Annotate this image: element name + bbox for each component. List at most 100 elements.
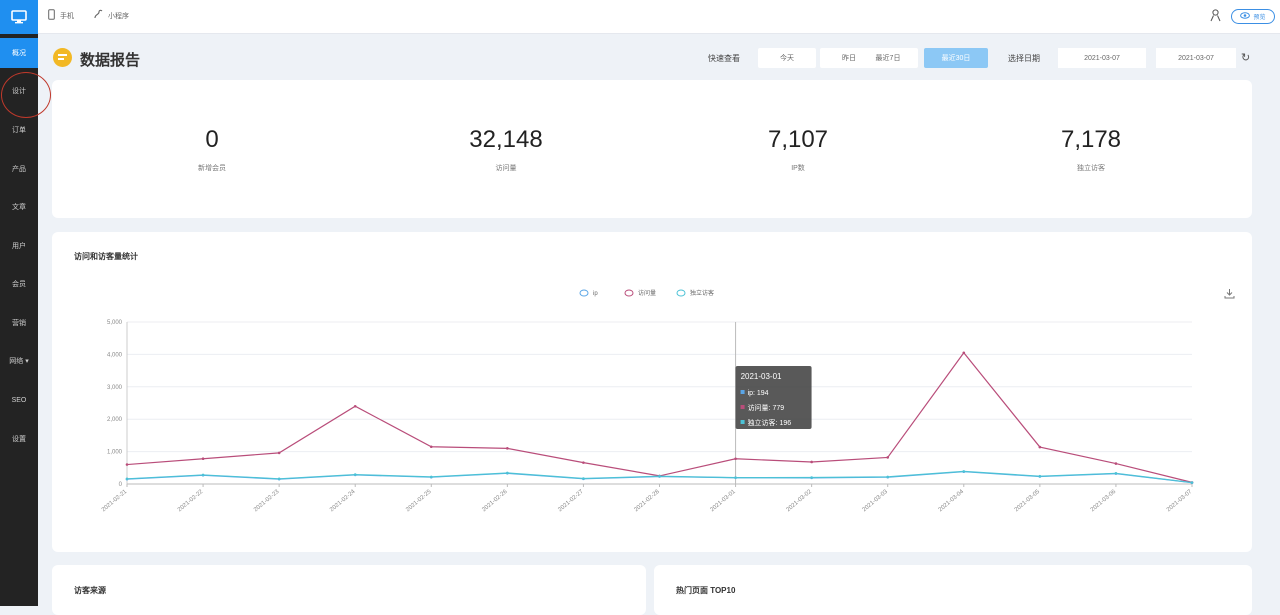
x-tick-label: 2021-02-25 xyxy=(405,489,433,514)
page-header: 数据报告 快速查看 今天 昨日 最近7日 最近30日 选择日期 ↻ xyxy=(38,38,1280,78)
x-tick-label: 2021-03-06 xyxy=(1090,489,1118,514)
stat-unique-visitors: 7,178 独立访客 xyxy=(941,126,1241,173)
sidebar-item[interactable]: 产品 xyxy=(12,166,26,173)
x-tick-label: 2021-02-24 xyxy=(329,489,357,514)
data-point xyxy=(886,456,890,459)
data-point xyxy=(962,470,966,473)
preview-badge[interactable]: 预览 xyxy=(1231,9,1275,24)
tooltip-swatch xyxy=(740,405,745,409)
data-point xyxy=(1114,472,1118,475)
stat-label: 独立访客 xyxy=(1077,165,1105,172)
card-title: 访客来源 xyxy=(74,586,106,595)
y-tick-label: 5,000 xyxy=(107,320,123,326)
tooltip-swatch xyxy=(740,390,745,394)
line-chart: 0 1,000 2,000 3,000 4,000 5,000 2021-02-21 2021… xyxy=(101,289,1194,514)
data-point xyxy=(810,476,813,479)
legend-label: 访问量 xyxy=(638,289,656,297)
refresh-icon[interactable]: ↻ xyxy=(1241,52,1251,64)
sidebar-item[interactable]: 设计 xyxy=(12,88,26,95)
last-7-days-button[interactable]: 最近7日 xyxy=(858,48,918,68)
user-icon[interactable] xyxy=(1210,9,1221,27)
data-point xyxy=(734,457,737,461)
stat-ip: 7,107 IP数 xyxy=(648,126,948,173)
x-tick-label: 2021-03-01 xyxy=(709,489,737,514)
page-title: 数据报告 xyxy=(80,52,141,69)
sidebar-item[interactable]: 会员 xyxy=(12,281,26,288)
sidebar-item[interactable]: 设置 xyxy=(12,436,26,443)
sidebar-item[interactable]: 文章 xyxy=(12,204,26,211)
stats-card: 0 新增会员 32,148 访问量 7,107 IP数 7,178 独立访客 xyxy=(52,80,1252,218)
data-point xyxy=(277,451,281,455)
end-date-input[interactable] xyxy=(1156,48,1236,68)
tooltip-date: 2021-03-01 xyxy=(741,372,782,381)
y-tick-label: 0 xyxy=(119,482,123,488)
legend-marker xyxy=(676,289,686,297)
data-point xyxy=(1190,481,1194,484)
chart-card: 访问和访客量统计 0 1,000 2,000 3,000 4,000 5,000 2021-… xyxy=(52,232,1252,552)
x-tick-label: 2021-02-26 xyxy=(481,489,509,514)
stat-visits: 32,148 访问量 xyxy=(356,126,656,173)
mobile-link[interactable]: 手机 xyxy=(48,9,74,22)
tooltip-row: 独立访客: 196 xyxy=(748,418,792,427)
data-point xyxy=(353,404,357,408)
data-point xyxy=(201,457,205,461)
sidebar-item[interactable]: 概况 xyxy=(0,38,38,68)
stat-value: 0 xyxy=(205,126,219,153)
card-title: 热门页面 TOP10 xyxy=(676,586,736,595)
mobile-label: 手机 xyxy=(60,12,74,20)
eye-icon xyxy=(1240,12,1251,21)
start-date-input[interactable] xyxy=(1058,48,1146,68)
data-point xyxy=(886,475,890,479)
chart-title: 访问和访客量统计 xyxy=(74,252,138,261)
stat-value: 7,178 xyxy=(1060,126,1122,153)
download-icon[interactable] xyxy=(1224,286,1235,304)
sidebar-item[interactable]: SEO xyxy=(11,396,27,404)
tooltip-row: ip: 194 xyxy=(748,390,769,397)
x-tick-label: 2021-03-03 xyxy=(862,489,890,514)
x-tick-label: 2021-02-28 xyxy=(633,489,661,514)
sidebar-item[interactable]: 网络 ▾ xyxy=(9,358,29,365)
stat-label: 新增会员 xyxy=(198,165,226,172)
data-point xyxy=(734,476,737,479)
x-tick-label: 2021-03-05 xyxy=(1014,489,1042,514)
series-line-2 xyxy=(126,351,1193,483)
data-point xyxy=(658,474,661,478)
data-point xyxy=(962,351,966,355)
report-icon xyxy=(53,48,72,67)
data-point xyxy=(506,471,509,475)
x-tick-label: 2021-02-23 xyxy=(253,489,281,514)
data-point xyxy=(429,475,433,479)
tooltip-box xyxy=(735,366,812,429)
stat-new-members: 0 新增会员 xyxy=(62,126,362,173)
phone-icon xyxy=(48,9,55,22)
stat-label: IP数 xyxy=(791,165,805,172)
date-label: 选择日期 xyxy=(1008,54,1040,63)
data-point xyxy=(353,473,357,476)
data-point xyxy=(125,477,129,481)
stat-value: 32,148 xyxy=(469,126,543,153)
data-point xyxy=(506,447,509,450)
x-tick-label: 2021-03-07 xyxy=(1166,489,1194,514)
stat-value: 7,107 xyxy=(767,126,829,153)
last-30-days-button[interactable]: 最近30日 xyxy=(924,48,988,68)
x-tick-label: 2021-03-02 xyxy=(786,489,814,514)
data-point xyxy=(810,460,813,464)
data-point xyxy=(429,445,433,449)
sidebar-item[interactable]: 营销 xyxy=(12,320,26,327)
today-button[interactable]: 今天 xyxy=(758,48,816,68)
sidebar-item[interactable]: 订单 xyxy=(12,127,26,134)
y-tick-label: 3,000 xyxy=(107,385,123,391)
visitor-source-card: 访客来源 xyxy=(52,565,646,615)
sidebar-item[interactable]: 用户 xyxy=(12,243,26,250)
mini-program-link[interactable]: 小程序 xyxy=(94,9,129,22)
x-tick-label: 2021-03-04 xyxy=(938,489,966,514)
data-point xyxy=(277,477,281,481)
x-tick-label: 2021-02-27 xyxy=(557,489,585,514)
monitor-icon[interactable] xyxy=(0,0,38,34)
data-point xyxy=(1038,445,1042,449)
data-point xyxy=(125,463,129,466)
data-point xyxy=(582,477,585,480)
top-pages-card: 热门页面 TOP10 xyxy=(654,565,1252,615)
quick-view-label: 快速查看 xyxy=(708,54,740,63)
stat-label: 访问量 xyxy=(495,165,517,172)
